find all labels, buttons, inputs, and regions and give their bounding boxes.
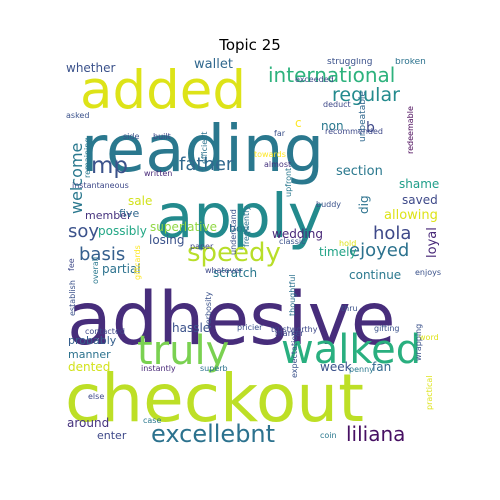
word-superb: superb — [200, 364, 228, 373]
word-upfront: upfront — [284, 167, 293, 197]
word-deduct: deduct — [323, 100, 351, 109]
word-soy: soy — [68, 221, 100, 242]
word-ejoyed: ejoyed — [349, 240, 410, 261]
word-hassle: hassle — [172, 321, 211, 335]
word-dented: dented — [68, 360, 111, 374]
word-continue: continue — [349, 268, 402, 282]
word-remaining: remaining — [83, 137, 92, 178]
word-thru: thru — [341, 304, 358, 313]
word-almost: almost — [264, 160, 292, 169]
word-week: week — [320, 360, 352, 374]
word-trustworthy: trustworthy — [271, 325, 318, 334]
word-built: built — [153, 132, 171, 141]
word-sale: sale — [128, 194, 153, 208]
word-case: case — [143, 416, 162, 425]
word-five: five — [119, 207, 140, 220]
word-allowing: allowing — [384, 208, 438, 223]
word-practical: practical — [425, 375, 434, 410]
word-boy: boy — [229, 222, 250, 235]
word-adhesive: adhesive — [67, 277, 396, 362]
word-expectation: expectation — [290, 330, 299, 378]
word-enter: enter — [97, 429, 127, 442]
word-buddy: buddy — [316, 200, 342, 209]
word-wedding: wedding — [272, 227, 323, 241]
word-instantly: instantly — [141, 364, 176, 373]
word-manner: manner — [68, 348, 111, 361]
word-possibly: possibly — [98, 224, 147, 238]
figure-title: Topic 25 — [219, 36, 281, 54]
word-whatever: whatever — [205, 266, 243, 275]
word-far: far — [274, 129, 286, 138]
word-pricier: pricier — [237, 323, 263, 332]
word-marker: marker — [275, 329, 304, 338]
word-cloud: checkout adhesive reading apply added truly wa… — [63, 58, 450, 445]
word-establish: establish — [68, 280, 77, 316]
word-c: c — [295, 116, 302, 130]
word-enjoys: enjoys — [415, 268, 442, 277]
word-instantaneous: instantaneous — [72, 181, 129, 190]
word-recommended: recommended — [325, 127, 383, 136]
word-efficient: efficient — [200, 131, 209, 164]
word-thoughtful: thoughtful — [288, 274, 297, 316]
word-section: section — [336, 164, 383, 179]
word-else: else — [88, 392, 105, 401]
word-liliana: liliana — [346, 422, 406, 445]
word-loyal: loyal — [425, 227, 440, 258]
word-basis: basis — [79, 244, 126, 265]
word-classic: classic — [279, 237, 306, 246]
word-superlative: superlative — [150, 220, 218, 234]
word-b: b — [366, 120, 375, 136]
word-giftcards: giftcards — [133, 245, 142, 280]
word-asked: asked — [66, 111, 90, 120]
word-speedy: speedy — [187, 238, 281, 268]
word-probably: probably — [68, 334, 117, 347]
word-exceeded: exceeded — [295, 75, 334, 84]
word-wallet: wallet — [194, 58, 233, 72]
word-regular: regular — [332, 84, 400, 106]
word-understand: understand — [229, 209, 238, 255]
word-truly: truly — [137, 328, 230, 374]
word-saved: saved — [402, 193, 438, 207]
word-around: around — [67, 416, 110, 430]
word-verbosity: verbosity — [204, 291, 213, 329]
word-whether: whether — [66, 61, 116, 75]
word-struggling: struggling — [327, 58, 373, 67]
word-reading: reading — [81, 113, 325, 187]
word-word: word — [419, 333, 439, 342]
word-hold: hold — [339, 239, 357, 248]
word-gifting: gifting — [374, 324, 400, 333]
word-overall: overall — [91, 256, 100, 284]
word-apply: apply — [156, 181, 324, 252]
word-partial: partial — [102, 262, 141, 276]
word-broken: broken — [395, 58, 426, 67]
word-written: written — [144, 169, 173, 178]
word-hola: hola — [373, 223, 412, 244]
word-fee: fee — [67, 258, 76, 271]
word-timely: timely — [319, 245, 357, 259]
word-paper: paper — [190, 242, 214, 251]
word-coin: coin — [320, 431, 337, 440]
word-fan: fan — [372, 360, 392, 374]
word-checkout: checkout — [65, 360, 364, 437]
word-contacted: contacted — [85, 327, 125, 336]
word-father: father — [179, 154, 234, 175]
word-walked: walked — [281, 327, 422, 373]
word-added: added — [80, 60, 247, 121]
word-redeemable: redeemable — [406, 106, 415, 154]
word-frequently: frequently — [242, 205, 251, 247]
word-side: side — [123, 132, 140, 141]
word-international: international — [268, 63, 396, 87]
word-losing: losing — [149, 233, 185, 247]
word-excellebnt: excellebnt — [151, 420, 276, 445]
word-wrapping: wrapping — [414, 323, 423, 361]
word-scratch: scratch — [213, 266, 258, 280]
word-mp: mp — [91, 153, 129, 179]
word-penny: penny — [349, 365, 374, 374]
word-non: non — [321, 119, 344, 133]
word-towards: towards — [254, 150, 286, 159]
word-shame: shame — [399, 177, 440, 191]
word-dig: dig — [357, 195, 371, 214]
word-member: member — [85, 209, 132, 222]
